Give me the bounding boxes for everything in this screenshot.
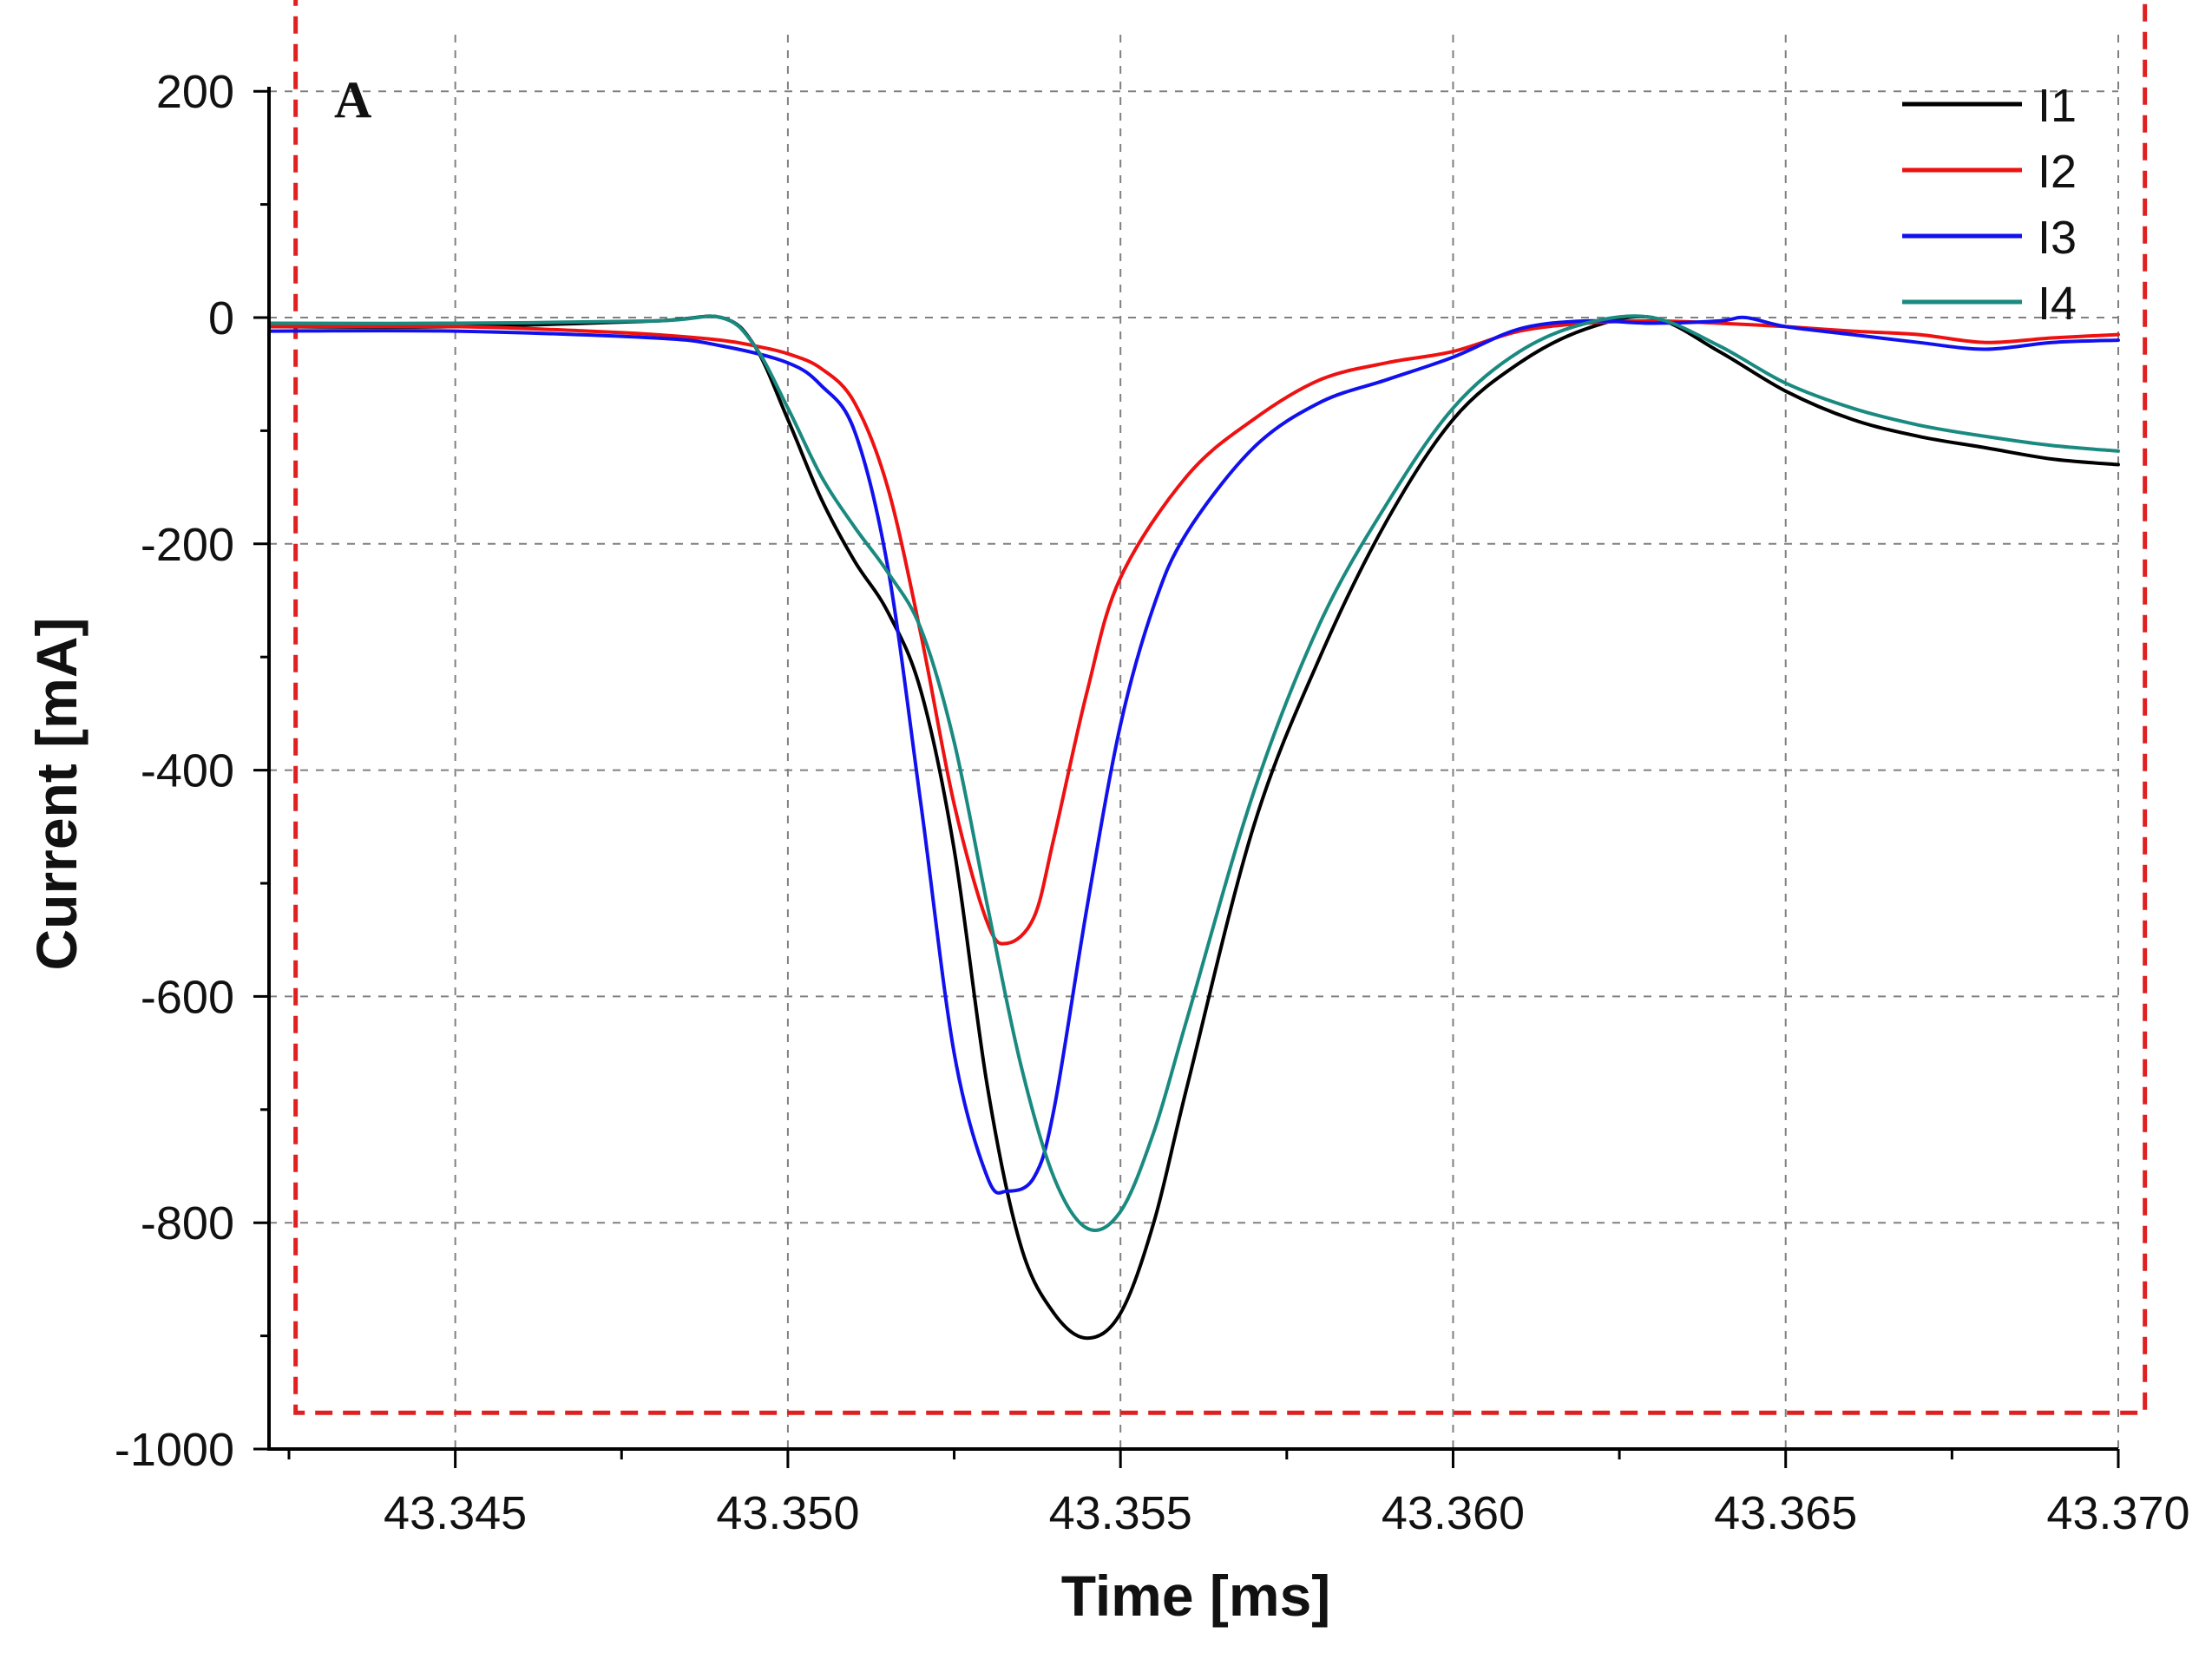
x-tick-label-1: 43.350: [716, 1487, 859, 1539]
legend-label-i1: I1: [2038, 80, 2077, 132]
x-axis-title: Time [ms]: [1061, 1564, 1331, 1628]
series-line-i4: [267, 314, 2120, 1232]
legend-label-i2: I2: [2038, 146, 2077, 198]
y-axis-title: Current [mA]: [24, 618, 89, 971]
series-line-i3: [267, 315, 2120, 1195]
y-tick-label-2: -200: [141, 519, 234, 571]
panel-label: A: [334, 71, 371, 128]
tick-labels: 200 0 -200 -400 -600 -800 -1000 43.345 43.350 43.…: [115, 66, 2190, 1539]
y-tick-label-1: 0: [208, 292, 234, 344]
x-tick-label-0: 43.345: [384, 1487, 527, 1539]
y-tick-label-5: -800: [141, 1197, 234, 1249]
data-series: [267, 314, 2120, 1341]
x-tick-label-2: 43.355: [1049, 1487, 1192, 1539]
legend-label-i4: I4: [2038, 278, 2077, 330]
highlight-region-box: [293, 0, 2148, 1415]
x-tick-label-4: 43.365: [1714, 1487, 1857, 1539]
tick-marks: [253, 89, 2120, 1468]
series-line-i1: [267, 314, 2120, 1341]
y-tick-label-6: -1000: [115, 1424, 234, 1476]
grid-lines: [269, 35, 2119, 1449]
x-tick-label-3: 43.360: [1382, 1487, 1525, 1539]
legend-label-i3: I3: [2038, 212, 2077, 264]
x-tick-label-5: 43.370: [2046, 1487, 2189, 1539]
y-tick-label-4: -600: [141, 971, 234, 1023]
legend: I1 I2 I3 I4: [1902, 80, 2077, 330]
y-tick-label-3: -400: [141, 745, 234, 797]
y-tick-label-0: 200: [156, 66, 234, 118]
